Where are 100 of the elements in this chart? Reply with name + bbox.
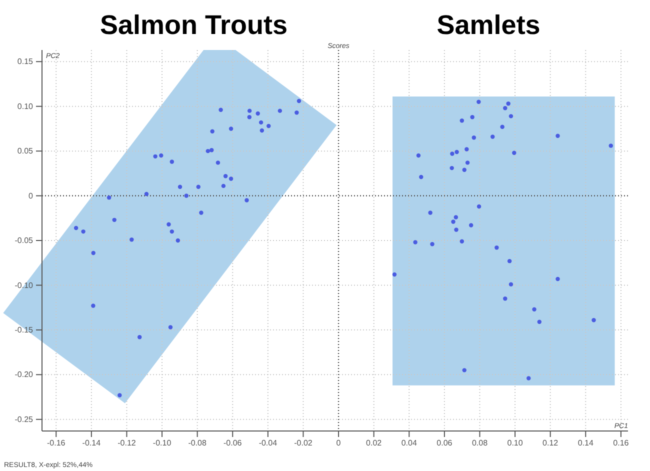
point — [476, 100, 481, 104]
point — [206, 148, 210, 154]
point — [210, 129, 214, 134]
x-tick-label: -0.04 — [258, 438, 278, 448]
point — [503, 106, 508, 110]
point — [244, 198, 249, 202]
point — [210, 148, 214, 152]
y-tick-label: 0.15 — [17, 57, 34, 66]
y-tick-label: 0.05 — [17, 146, 34, 156]
point — [507, 258, 512, 264]
point — [465, 160, 470, 165]
y-tick-label: -0.25 — [14, 414, 34, 424]
point — [419, 174, 424, 180]
text: Samlets — [436, 10, 540, 40]
point — [468, 223, 474, 228]
point — [228, 176, 234, 181]
point — [428, 210, 432, 215]
y-tick-label: -0.05 — [14, 236, 34, 246]
point — [470, 114, 474, 120]
x-tick-label: -0.14 — [82, 438, 102, 448]
point — [476, 204, 482, 209]
x-tick-label: 0.06 — [436, 438, 453, 448]
x-tick-label: -0.16 — [47, 438, 66, 448]
point — [216, 160, 220, 165]
point — [500, 124, 504, 130]
point — [159, 153, 164, 158]
point — [118, 393, 122, 398]
x-tick-label: 0.10 — [507, 438, 524, 448]
point — [454, 228, 458, 232]
x-tick-label: -0.08 — [188, 438, 207, 448]
point — [228, 126, 234, 131]
point — [472, 136, 476, 140]
x-tick-label: -0.06 — [224, 438, 242, 448]
point — [532, 307, 536, 312]
point — [537, 320, 542, 324]
point — [256, 111, 260, 116]
point — [451, 220, 456, 224]
point — [508, 282, 514, 286]
point — [464, 147, 469, 152]
y-tick-label: 0 — [28, 191, 34, 200]
x-tick-label: -0.10 — [152, 438, 172, 448]
point — [178, 184, 182, 189]
point — [199, 210, 204, 215]
text: Salmon Trouts — [100, 10, 288, 40]
point — [392, 272, 397, 277]
point — [503, 296, 508, 301]
y-tick-label: -0.10 — [14, 280, 34, 290]
point — [74, 226, 78, 230]
point — [430, 242, 434, 246]
point — [223, 174, 228, 178]
x-tick-label: 0.16 — [613, 438, 630, 448]
point — [460, 118, 464, 123]
point — [526, 376, 531, 380]
point — [166, 222, 171, 227]
point — [247, 108, 252, 113]
y-tick-label: 0.10 — [17, 102, 34, 111]
point — [508, 114, 514, 118]
point — [490, 134, 495, 139]
point — [260, 128, 264, 133]
point — [218, 108, 223, 112]
x-tick-label: 0.04 — [401, 438, 418, 448]
point — [556, 276, 560, 282]
x-tick-label: -0.12 — [118, 438, 136, 448]
x-tick-label: 0.14 — [578, 438, 594, 448]
x-tick-label: 0.12 — [542, 438, 559, 448]
point — [296, 98, 302, 104]
x-tick-label: -0.02 — [294, 438, 313, 448]
point — [137, 334, 142, 340]
point — [608, 144, 613, 148]
point — [266, 124, 271, 128]
point — [506, 102, 510, 106]
point — [106, 195, 112, 200]
point — [454, 215, 458, 220]
point — [494, 246, 499, 250]
point — [112, 218, 116, 222]
point — [196, 184, 200, 189]
point — [460, 239, 464, 244]
point — [91, 250, 96, 256]
point — [168, 325, 173, 330]
point — [450, 152, 454, 156]
point — [450, 166, 454, 170]
point — [184, 194, 188, 198]
point — [144, 192, 149, 196]
point — [221, 184, 226, 188]
point — [592, 318, 596, 322]
point — [258, 120, 264, 125]
point — [153, 154, 158, 159]
point — [556, 134, 560, 138]
point — [416, 153, 421, 158]
y-tick-label: -0.20 — [14, 370, 34, 380]
point — [454, 150, 459, 154]
point — [247, 114, 252, 120]
point — [512, 150, 516, 155]
point — [170, 229, 174, 234]
point — [462, 168, 466, 172]
point — [176, 238, 180, 243]
point — [278, 108, 282, 113]
x-tick-label: 0 — [336, 438, 342, 448]
point — [170, 160, 174, 164]
point — [413, 240, 418, 244]
